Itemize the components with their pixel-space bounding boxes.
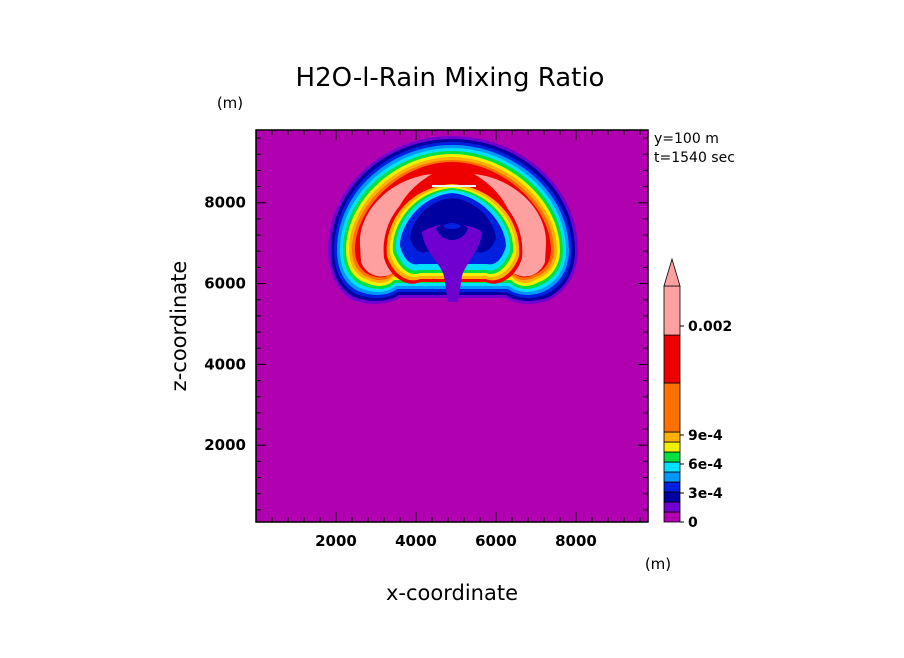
colorbar-label: 0 [688, 515, 698, 531]
x-tick-label: 4000 [395, 532, 437, 550]
x-axis-label: x-coordinate [386, 581, 518, 605]
colorbar-segment [663, 334, 681, 384]
plot-area: 2000 4000 6000 8000 2000 4000 6000 8000 [204, 129, 649, 550]
colorbar-segment [663, 511, 681, 523]
colorbar-segment [663, 461, 681, 473]
annotation-y-position: y=100 m [654, 131, 719, 147]
central-stem-inner [436, 223, 468, 240]
central-stem-outer [422, 224, 482, 302]
colorbar-segment [663, 491, 681, 503]
colorbar-extension-arrow [663, 257, 681, 287]
rain-plume [328, 136, 578, 304]
colorbar-segment [663, 431, 681, 443]
x-tick-label: 2000 [315, 532, 357, 550]
colorbar-label: 9e-4 [688, 428, 723, 444]
colorbar-label: 0.002 [688, 319, 732, 335]
annotation-time: t=1540 sec [654, 150, 735, 166]
y-tick-label: 2000 [204, 436, 246, 454]
colorbar-label: 6e-4 [688, 457, 723, 473]
right-rotor-core [474, 174, 547, 277]
chart-title: H2O-l-Rain Mixing Ratio [296, 63, 605, 93]
colorbar-segment [663, 471, 681, 483]
y-axis-label: z-coordinate [167, 261, 191, 392]
plot-frame [255, 129, 649, 523]
axis-tick-labels: 2000 4000 6000 8000 2000 4000 6000 8000 [204, 194, 597, 550]
x-tick-label: 8000 [555, 532, 597, 550]
colorbar-segment [663, 285, 681, 336]
colorbar: 0.002 9e-4 6e-4 3e-4 0 [663, 257, 732, 531]
left-rotor-core [359, 174, 432, 277]
stem-top-highlight [443, 223, 461, 229]
y-tick-label: 8000 [204, 194, 246, 212]
colorbar-segment [663, 441, 681, 453]
x-tick-label: 6000 [475, 532, 517, 550]
colorbar-segment [663, 481, 681, 493]
y-tick-label: 4000 [204, 355, 246, 373]
colorbar-label: 3e-4 [688, 486, 723, 502]
x-axis-unit: (m) [645, 555, 671, 573]
axis-ticks [256, 130, 648, 522]
colorbar-segment [663, 382, 681, 433]
colorbar-segment [663, 501, 681, 513]
y-tick-label: 6000 [204, 275, 246, 293]
y-axis-unit: (m) [217, 94, 243, 112]
colorbar-segment [663, 451, 681, 463]
